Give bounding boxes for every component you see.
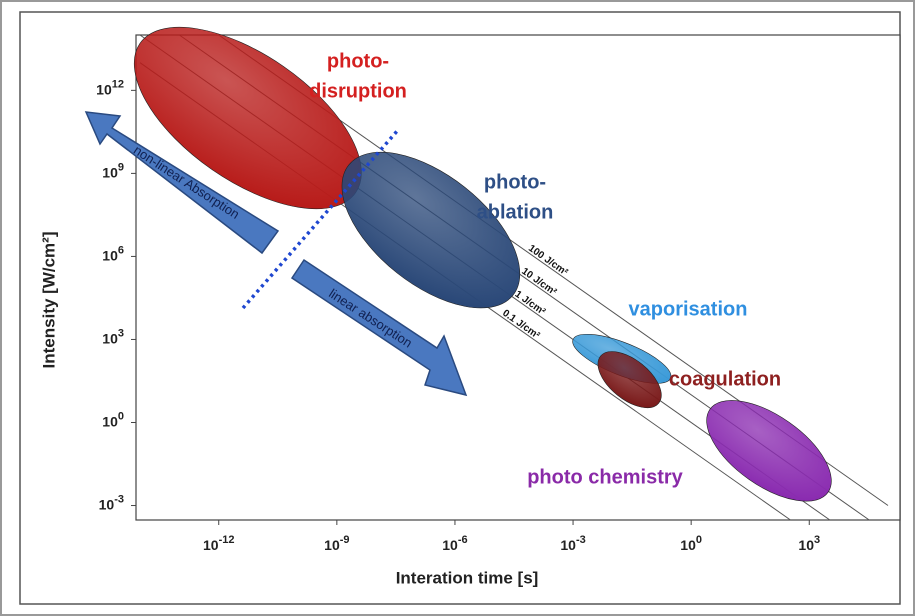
y-axis-title: Intensity [W/cm²] <box>39 232 58 369</box>
x-axis-title: Interation time [s] <box>396 568 539 587</box>
region-label: photo- <box>327 50 389 72</box>
region-label: photo chemistry <box>527 466 683 488</box>
region-label: vaporisation <box>629 298 748 320</box>
region-label: disruption <box>309 80 407 102</box>
region-label: coagulation <box>669 368 781 390</box>
chart: 100 J/cm²10 J/cm²1 J/cm²0.1 J/cm² photo-… <box>0 0 915 616</box>
region-label: photo- <box>484 171 546 193</box>
region-label: ablation <box>477 201 554 223</box>
